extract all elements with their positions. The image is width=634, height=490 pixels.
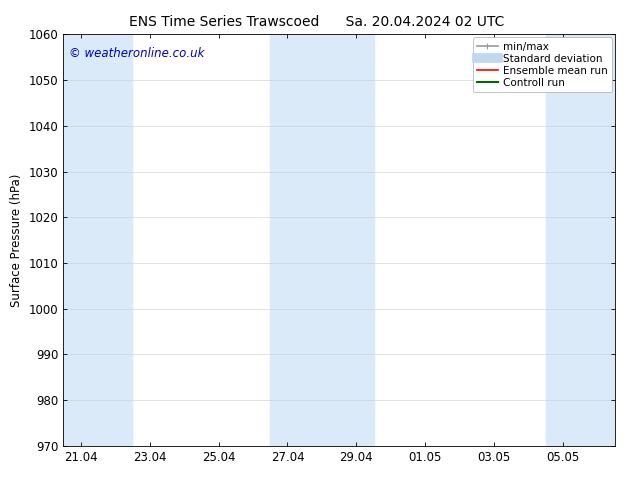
Legend: min/max, Standard deviation, Ensemble mean run, Controll run: min/max, Standard deviation, Ensemble me…: [473, 37, 612, 92]
Bar: [546, 34, 615, 446]
Y-axis label: Surface Pressure (hPa): Surface Pressure (hPa): [10, 173, 23, 307]
Text: ENS Time Series Trawscoed      Sa. 20.04.2024 02 UTC: ENS Time Series Trawscoed Sa. 20.04.2024…: [129, 15, 505, 29]
Text: © weatheronline.co.uk: © weatheronline.co.uk: [69, 47, 204, 60]
Bar: [270, 34, 373, 446]
Bar: [63, 34, 133, 446]
